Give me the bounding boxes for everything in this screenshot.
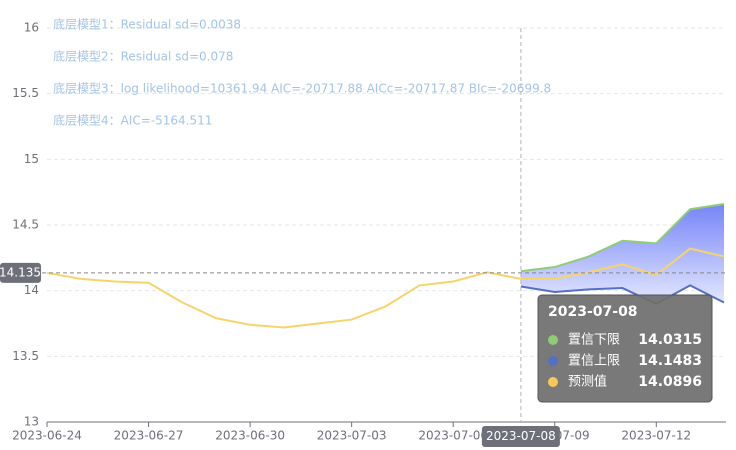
pointer-y-label: 14.135 xyxy=(0,265,41,279)
x-tick-label: 2023-07-06 xyxy=(418,429,488,443)
y-tick-label: 14.5 xyxy=(12,218,39,232)
tooltip-value: 14.1483 xyxy=(638,353,702,369)
annotation: 底层模型1：Residual sd=0.0038 xyxy=(53,17,241,32)
y-tick-label: 15.5 xyxy=(12,86,39,100)
tooltip-name: 预测值 xyxy=(568,374,607,390)
annotation: 底层模型3：log likelihood=10361.94 AIC=-20717… xyxy=(53,81,551,96)
tooltip-title: 2023-07-08 xyxy=(548,304,638,320)
pointer-y-label-box xyxy=(0,262,41,283)
y-tick-label: 14 xyxy=(24,283,39,297)
y-tick-label: 15 xyxy=(24,152,39,166)
y-tick-label: 13.5 xyxy=(12,349,39,363)
confidence-band xyxy=(520,203,724,304)
y-tick-label: 16 xyxy=(24,21,39,35)
tooltip-value: 14.0315 xyxy=(638,332,702,348)
x-tick-label: 2023-06-24 xyxy=(12,429,82,443)
tooltip-dot xyxy=(548,377,558,387)
pointer-x-label-box xyxy=(481,426,560,447)
x-tick-label: 2023-06-30 xyxy=(215,429,285,443)
annotation: 底层模型4：AIC=-5164.511 xyxy=(53,113,212,128)
annotation: 底层模型2：Residual sd=0.078 xyxy=(53,49,233,64)
series-line xyxy=(520,202,725,273)
series-line xyxy=(46,247,725,329)
tooltip-name: 置信下限 xyxy=(568,333,620,348)
x-tick-label: 2023-07-03 xyxy=(317,429,387,443)
tooltip-box xyxy=(537,294,713,403)
pointer-x-label: 2023-07-08 xyxy=(486,429,556,443)
tooltip-name: 置信上限 xyxy=(568,354,620,369)
x-tick-label: 2023-06-27 xyxy=(114,429,184,443)
x-tick-label: 2023-07-12 xyxy=(621,429,691,443)
tooltip-dot xyxy=(548,335,558,345)
tooltip-value: 14.0896 xyxy=(638,374,702,390)
series-line xyxy=(520,284,725,305)
tooltip-dot xyxy=(548,356,558,366)
y-tick-label: 13 xyxy=(24,415,39,429)
